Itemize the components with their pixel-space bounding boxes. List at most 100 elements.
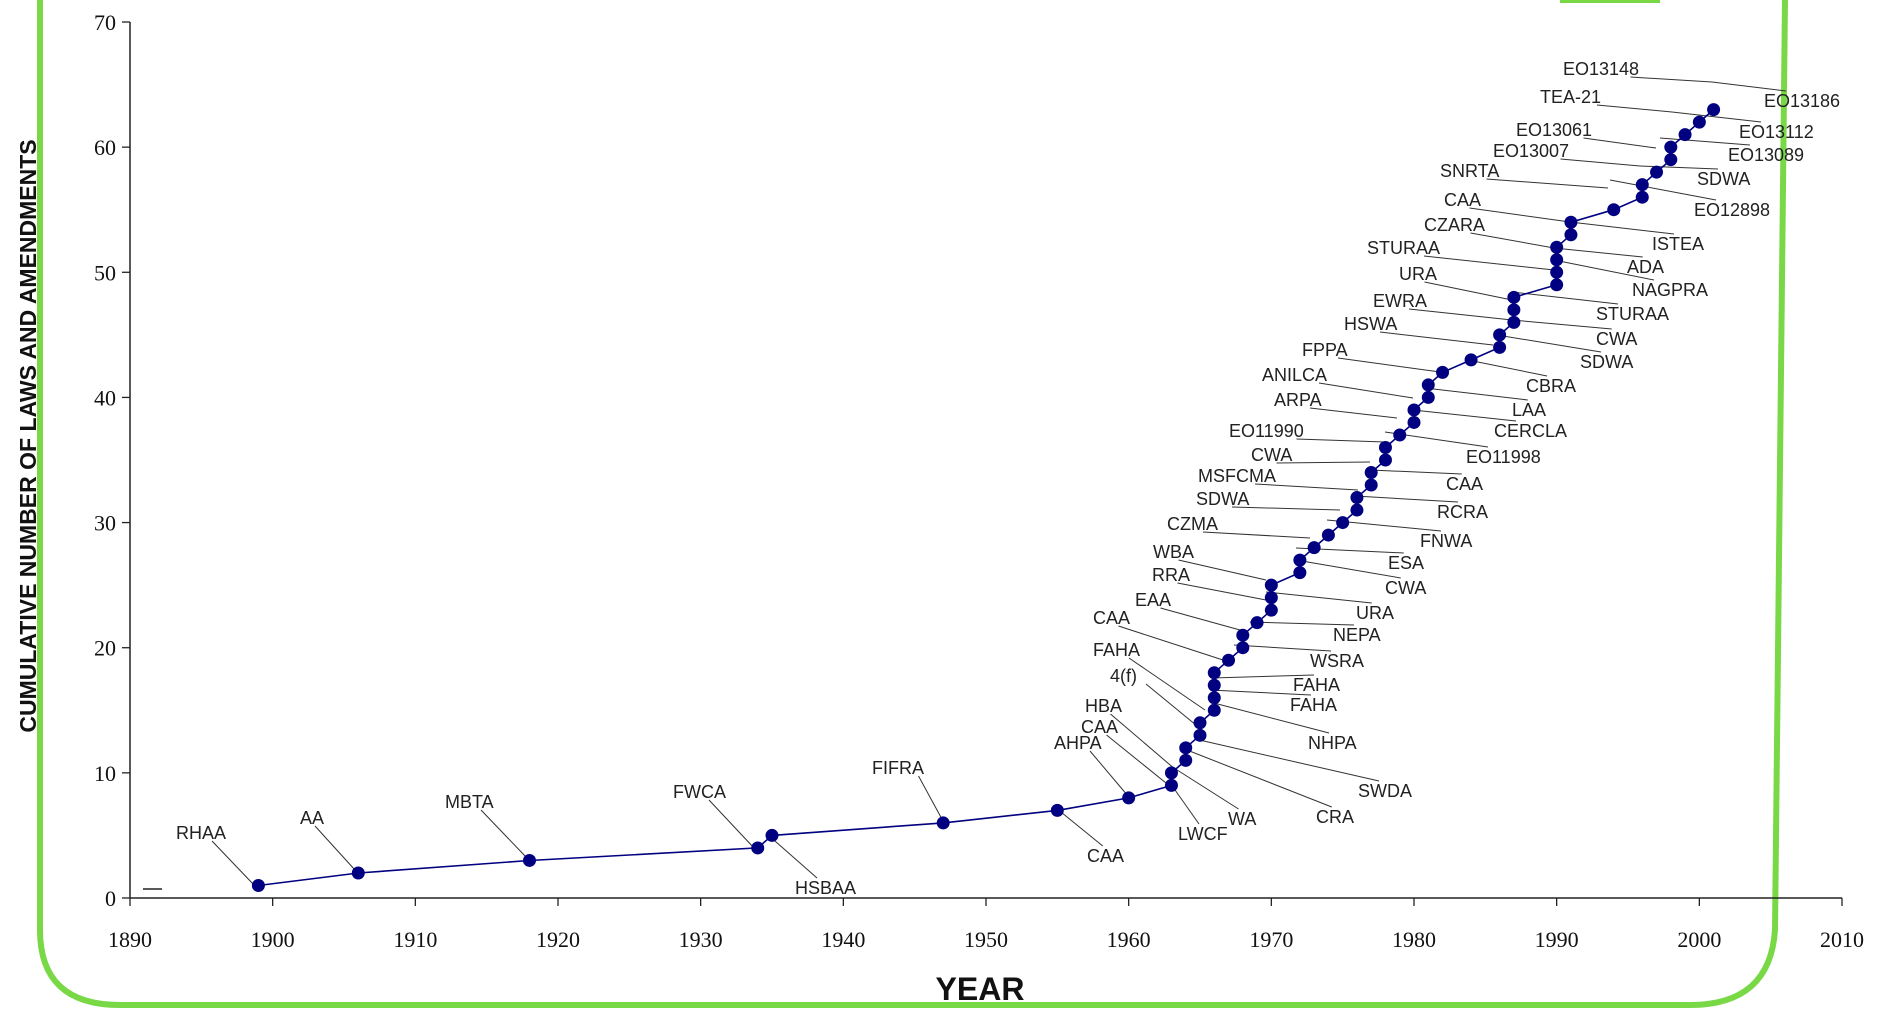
data-point: [1550, 278, 1564, 292]
x-tick-label: 1940: [821, 927, 865, 952]
series-line: [258, 108, 1715, 887]
data-point: [1664, 153, 1678, 167]
annotation-leader: [1408, 308, 1513, 321]
data-point: [1550, 240, 1564, 254]
data-point: [522, 853, 536, 867]
data-point: [1307, 541, 1321, 555]
annotation-label: CWA: [1385, 578, 1426, 598]
annotation-label: EWRA: [1373, 291, 1427, 311]
data-point: [351, 866, 365, 880]
annotation-leader: [1194, 738, 1380, 782]
annotation-leader: [918, 775, 944, 822]
data-point: [1464, 353, 1478, 367]
annotation-leader: [1110, 713, 1177, 771]
data-point: [1264, 591, 1278, 605]
data-point: [1207, 678, 1221, 692]
annotation-leader: [1209, 701, 1330, 734]
data-point: [1207, 691, 1221, 705]
data-point: [1122, 791, 1136, 805]
annotation-label: NAGPRA: [1632, 280, 1708, 300]
annotation-leader: [1424, 281, 1513, 301]
annotation-label: STURAA: [1367, 238, 1440, 258]
annotation-label: WBA: [1153, 542, 1194, 562]
annotation-leader: [1560, 158, 1641, 167]
x-axis-title: YEAR: [936, 971, 1025, 1007]
annotation-leader: [1295, 559, 1401, 579]
annotation-leader: [1118, 625, 1224, 661]
annotation-label: LWCF: [1178, 824, 1228, 844]
data-point: [1550, 265, 1564, 279]
annotation-leader: [1089, 750, 1129, 797]
annotation-label: CERCLA: [1494, 421, 1567, 441]
data-point: [1507, 290, 1521, 304]
annotation-label: FAHA: [1293, 675, 1340, 695]
annotation-label: STURAA: [1596, 304, 1669, 324]
data-point: [1378, 440, 1392, 454]
x-tick-label: 1950: [964, 927, 1008, 952]
annotation-label: WA: [1228, 809, 1256, 829]
annotation-leader: [1128, 657, 1206, 711]
data-point: [765, 828, 779, 842]
annotation-label: URA: [1356, 603, 1394, 623]
annotation-leader: [766, 833, 818, 879]
data-point: [1436, 365, 1450, 379]
annotation-leader: [1469, 207, 1571, 223]
annotation-leader: [1496, 334, 1602, 353]
y-tick-label: 0: [105, 886, 116, 911]
data-point: [1050, 803, 1064, 817]
annotation-leader: [1711, 81, 1787, 92]
leader-lines: [211, 76, 1787, 886]
data-point: [1364, 478, 1378, 492]
x-tick-label: 1990: [1535, 927, 1579, 952]
data-point: [1507, 303, 1521, 317]
data-point: [1193, 716, 1207, 730]
annotation-leader: [1177, 582, 1267, 601]
annotation-leader: [1254, 483, 1359, 491]
y-tick-label: 50: [94, 260, 116, 285]
x-tick-label: 1890: [108, 927, 152, 952]
annotation-leader: [1233, 644, 1332, 652]
annotation-label: FAHA: [1290, 695, 1337, 715]
annotation-leader: [1265, 591, 1372, 604]
data-point: [1164, 778, 1178, 792]
y-tick-label: 10: [94, 761, 116, 786]
data-point: [1207, 666, 1221, 680]
x-tick-label: 1930: [679, 927, 723, 952]
data-point: [1407, 415, 1421, 429]
annotation-leader: [480, 809, 527, 858]
annotation-label: CAA: [1081, 717, 1118, 737]
data-point: [1264, 603, 1278, 617]
annotation-leader: [1296, 438, 1386, 443]
annotation-label: EO11990: [1229, 421, 1304, 441]
data-point: [1678, 128, 1692, 142]
annotation-leader: [1160, 607, 1241, 631]
data-point: [1493, 340, 1507, 354]
annotation-label: RRA: [1152, 565, 1190, 585]
annotation-label: CRA: [1316, 807, 1354, 827]
data-point: [1350, 503, 1364, 517]
data-point: [1564, 215, 1578, 229]
annotation-leader: [1249, 621, 1355, 626]
annotation-leader: [1583, 137, 1657, 149]
data-point: [1222, 653, 1236, 667]
x-tick-label: 2000: [1677, 927, 1721, 952]
annotation-label: EO13061: [1516, 120, 1592, 140]
data-point: [1564, 228, 1578, 242]
data-point: [1407, 403, 1421, 417]
annotation-label: EO13148: [1563, 59, 1639, 79]
annotation-label: WSRA: [1310, 651, 1364, 671]
annotation-label: FWCA: [673, 782, 726, 802]
annotation-leader: [1202, 531, 1311, 539]
data-point: [1692, 115, 1706, 129]
annotation-label: TEA-21: [1540, 87, 1601, 107]
x-tick-label: 1970: [1249, 927, 1293, 952]
annotation-label: HBA: [1085, 696, 1122, 716]
y-axis-title: CUMULATIVE NUMBER OF LAWS AND AMENDMENTS: [15, 139, 41, 732]
data-point: [1207, 703, 1221, 717]
data-point: [1236, 641, 1250, 655]
data-point: [1179, 741, 1193, 755]
annotation-leader: [1055, 807, 1104, 847]
annotation-label: SNRTA: [1440, 161, 1499, 181]
annotation-label: EO13089: [1728, 145, 1804, 165]
data-point: [1164, 766, 1178, 780]
